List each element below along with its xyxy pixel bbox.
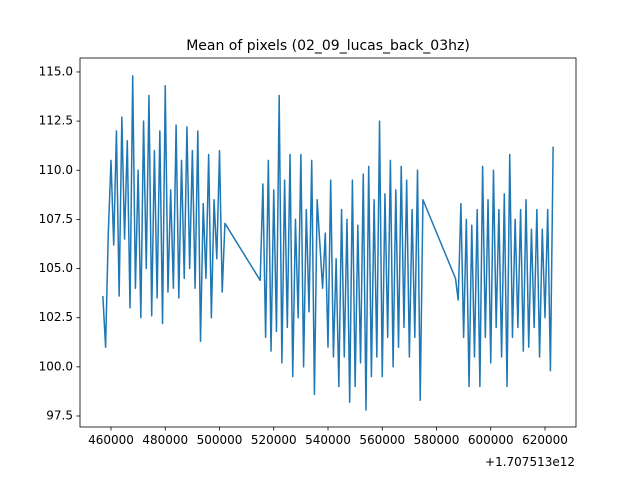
x-tick-label: 580000 — [414, 433, 460, 447]
x-tick-label: 560000 — [359, 433, 405, 447]
data-line — [102, 75, 554, 411]
x-tick-label: 480000 — [142, 433, 188, 447]
y-tick-label: 112.5 — [39, 114, 73, 128]
y-tick-label: 115.0 — [39, 64, 73, 78]
x-offset-label: +1.707513e12 — [485, 455, 575, 469]
y-tick-label: 105.0 — [39, 261, 73, 275]
y-tick-label: 97.5 — [46, 408, 73, 422]
x-tick-label: 500000 — [197, 433, 243, 447]
plot-frame — [79, 57, 577, 428]
y-tick-label: 110.0 — [39, 163, 73, 177]
y-tick-label: 100.0 — [39, 359, 73, 373]
x-tick-label: 520000 — [251, 433, 297, 447]
chart-title: Mean of pixels (02_09_lucas_back_03hz) — [186, 38, 470, 54]
x-tick-label: 460000 — [88, 433, 134, 447]
x-tick-label: 540000 — [305, 433, 351, 447]
y-tick-label: 102.5 — [39, 310, 73, 324]
x-tick-label: 600000 — [468, 433, 514, 447]
y-tick-label: 107.5 — [39, 212, 73, 226]
x-tick-label: 620000 — [522, 433, 568, 447]
